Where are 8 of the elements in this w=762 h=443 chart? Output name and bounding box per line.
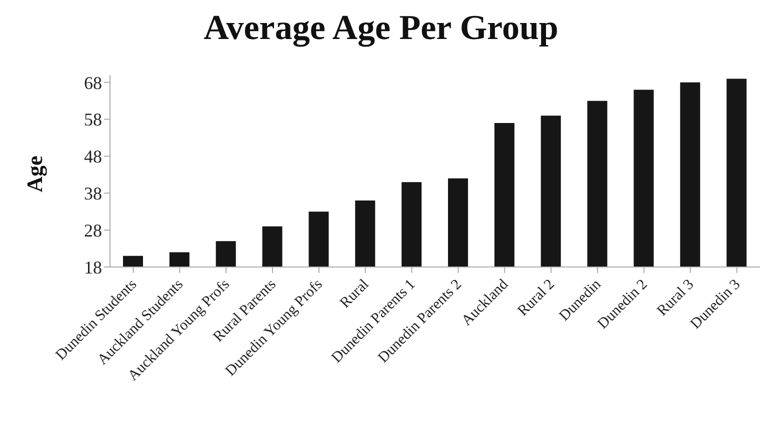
y-tick-label: 38 [84,184,102,204]
y-axis-title: Age [22,156,48,192]
y-tick-label: 58 [84,110,102,130]
chart-title: Average Age Per Group [202,8,560,48]
y-tick-label: 68 [84,72,102,93]
y-tick-label: 48 [84,146,102,167]
y-tick-label: 18 [84,257,102,278]
y-tick-label: 28 [84,220,102,240]
